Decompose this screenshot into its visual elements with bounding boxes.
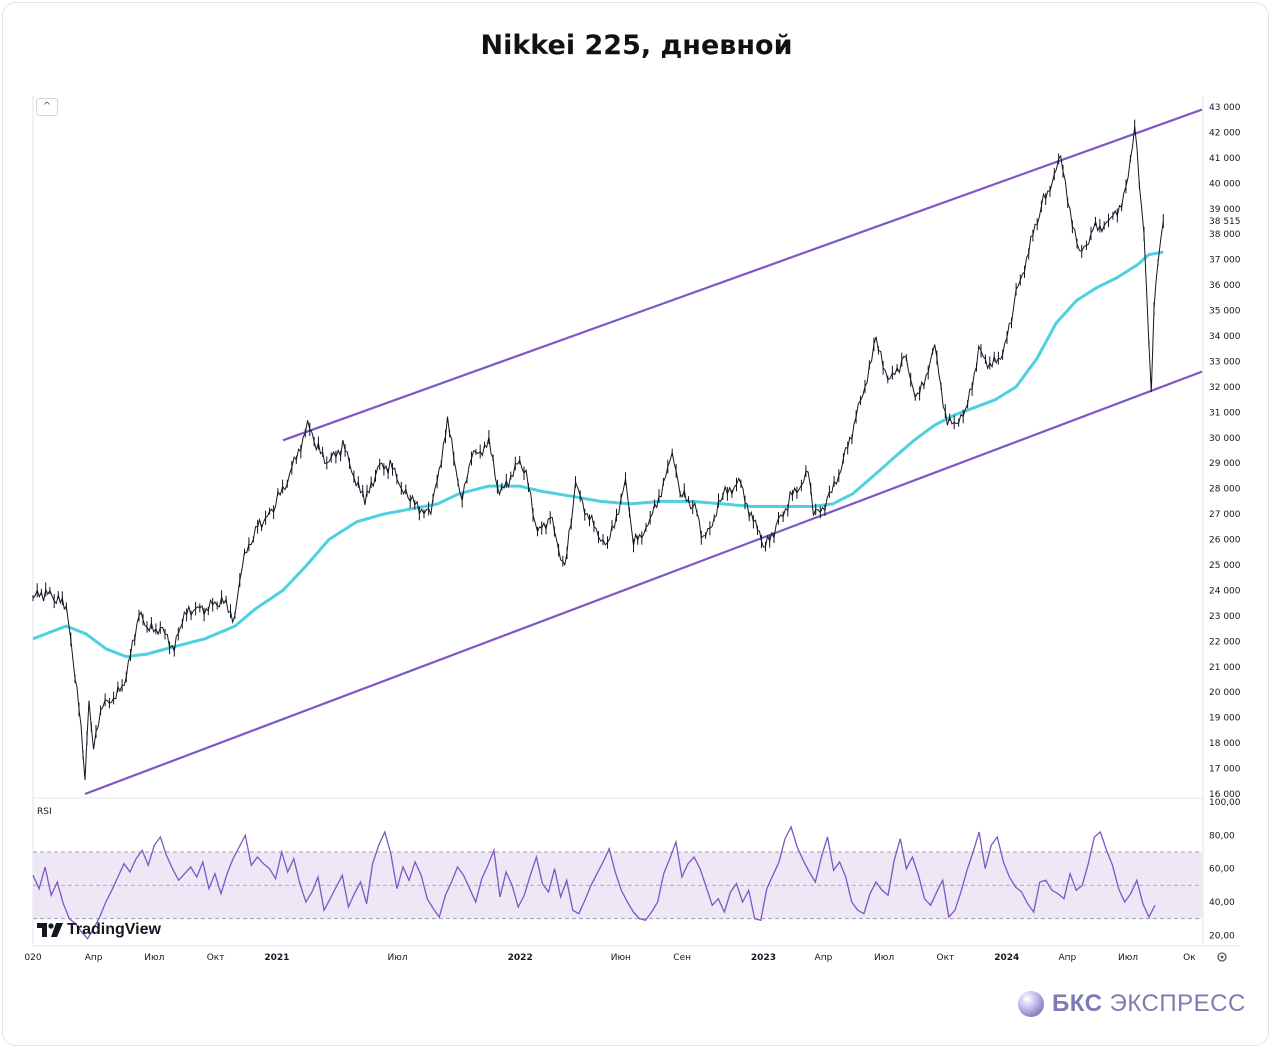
price-axis-tick: 35 000 bbox=[1209, 307, 1241, 317]
brand-text: БКС ЭКСПРЕСС bbox=[1052, 990, 1246, 1018]
price-axis-tick: 27 000 bbox=[1209, 510, 1241, 520]
price-axis-tick: 16 000 bbox=[1209, 790, 1241, 800]
time-axis-tick: Июл bbox=[1118, 953, 1138, 963]
lower-channel-line bbox=[84, 370, 1203, 796]
price-axis-tick: 31 000 bbox=[1209, 408, 1241, 418]
time-axis-tick: Апр bbox=[85, 953, 103, 963]
tradingview-logo[interactable]: TradingView bbox=[37, 921, 161, 939]
price-axis-tick: 40 000 bbox=[1209, 179, 1241, 189]
price-axis-tick: 36 000 bbox=[1209, 281, 1241, 291]
price-axis-tick: 17 000 bbox=[1209, 765, 1241, 775]
time-axis-tick: Июн bbox=[611, 953, 631, 963]
collapse-button[interactable]: ^ bbox=[36, 98, 58, 116]
price-axis-tick: 29 000 bbox=[1209, 459, 1241, 469]
time-axis-tick: Апр bbox=[1058, 953, 1076, 963]
price-axis-tick: 38 000 bbox=[1209, 230, 1241, 240]
time-axis-tick: 2022 bbox=[508, 953, 533, 963]
time-axis-tick: Ок bbox=[1183, 953, 1196, 963]
price-axis-tick: 33 000 bbox=[1209, 357, 1241, 367]
time-axis-tick: Июл bbox=[144, 953, 164, 963]
rsi-axis-tick: 20,00 bbox=[1209, 931, 1235, 941]
time-axis-tick: Сен bbox=[673, 953, 691, 963]
time-axis-tick: Окт bbox=[207, 953, 225, 963]
time-axis-tick: Июл bbox=[388, 953, 408, 963]
rsi-pane-label: RSI bbox=[37, 807, 52, 817]
time-axis-tick: Окт bbox=[937, 953, 955, 963]
rsi-axis-tick: 80,00 bbox=[1209, 831, 1235, 841]
rsi-line bbox=[32, 825, 1156, 940]
price-axis-tick: 22 000 bbox=[1209, 637, 1241, 647]
price-line bbox=[32, 126, 1164, 781]
tradingview-mark-icon bbox=[37, 923, 63, 937]
gear-icon[interactable] bbox=[1217, 952, 1227, 962]
bks-express-logo: БКС ЭКСПРЕСС bbox=[1016, 988, 1246, 1020]
time-axis-tick: 020 bbox=[24, 953, 41, 963]
time-axis-tick: Июл bbox=[874, 953, 894, 963]
price-axis-tick: 26 000 bbox=[1209, 536, 1241, 546]
price-axis-tick: 28 000 bbox=[1209, 485, 1241, 495]
price-axis-tick: 39 000 bbox=[1209, 205, 1241, 215]
time-axis-tick: Апр bbox=[815, 953, 833, 963]
rsi-axis-tick: 40,00 bbox=[1209, 898, 1235, 908]
brand-bold: БКС bbox=[1052, 990, 1103, 1017]
price-axis-tick: 21 000 bbox=[1209, 663, 1241, 673]
time-axis-tick: 2021 bbox=[264, 953, 289, 963]
price-axis-tick: 19 000 bbox=[1209, 714, 1241, 724]
last-price-label: 38 515 bbox=[1209, 217, 1241, 227]
brand-rest: ЭКСПРЕСС bbox=[1102, 990, 1246, 1017]
rsi-axis-tick: 60,00 bbox=[1209, 865, 1235, 875]
price-axis-tick: 30 000 bbox=[1209, 434, 1241, 444]
chart-title: Nikkei 225, дневной bbox=[480, 30, 793, 61]
price-axis-tick: 20 000 bbox=[1209, 688, 1241, 698]
time-axis-tick: 2024 bbox=[994, 953, 1019, 963]
tradingview-label: TradingView bbox=[67, 921, 161, 938]
price-axis-tick: 32 000 bbox=[1209, 383, 1241, 393]
price-axis-tick: 43 000 bbox=[1209, 103, 1241, 113]
price-axis-tick: 42 000 bbox=[1209, 128, 1241, 138]
price-axis-tick: 41 000 bbox=[1209, 154, 1241, 164]
price-candle-wicks bbox=[32, 119, 1164, 760]
price-axis-tick: 23 000 bbox=[1209, 612, 1241, 622]
moving-average-line bbox=[32, 250, 1164, 659]
price-axis-tick: 25 000 bbox=[1209, 561, 1241, 571]
price-axis-tick: 18 000 bbox=[1209, 739, 1241, 749]
price-axis-tick: 34 000 bbox=[1209, 332, 1241, 342]
price-axis-tick: 37 000 bbox=[1209, 256, 1241, 266]
time-axis-tick: 2023 bbox=[751, 953, 776, 963]
bks-sphere-icon bbox=[1018, 991, 1044, 1017]
price-axis-tick: 24 000 bbox=[1209, 586, 1241, 596]
rsi-axis-tick: 100,00 bbox=[1209, 798, 1241, 808]
upper-channel-line bbox=[282, 108, 1203, 442]
